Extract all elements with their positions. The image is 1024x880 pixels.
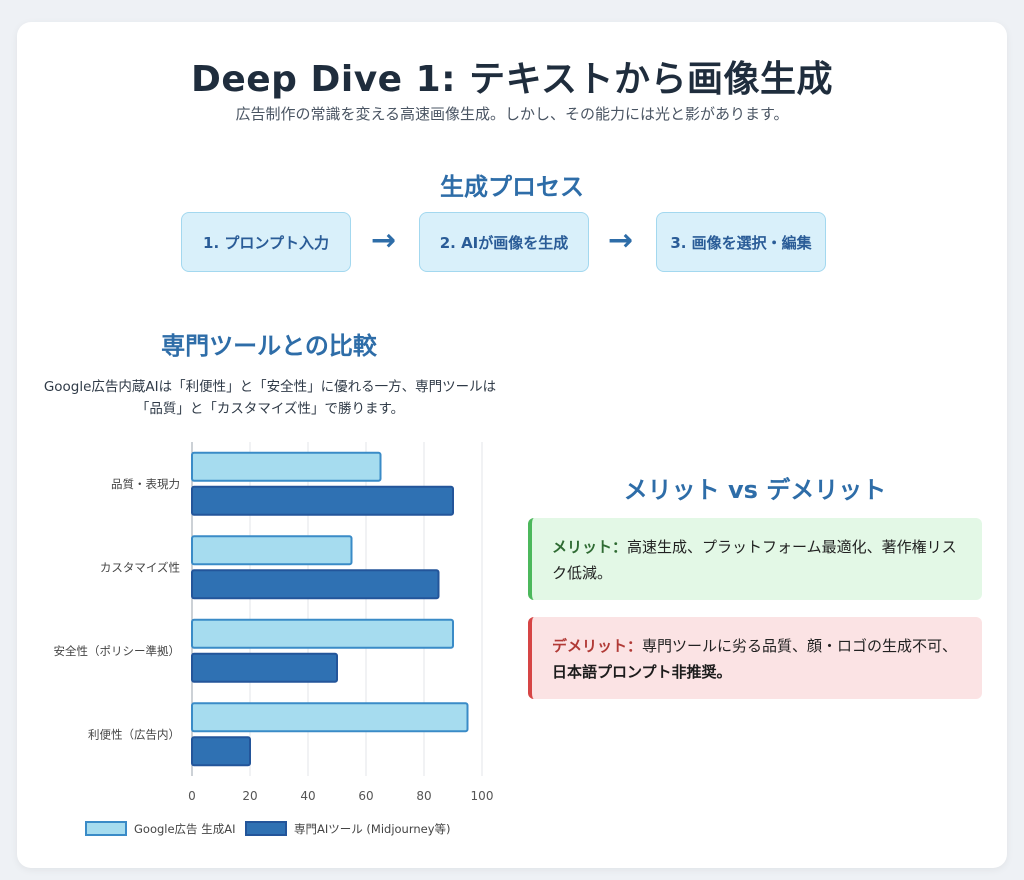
process-step-1: 1. プロンプト入力 xyxy=(181,212,351,272)
bar-specialist xyxy=(191,736,251,767)
demerit-bold-text: 日本語プロンプト非推奨。 xyxy=(552,663,732,681)
merits-title: メリット vs デメリット xyxy=(623,476,887,504)
x-tick-label: 100 xyxy=(471,789,494,803)
comparison-description: Google広告内蔵AIは「利便性」と「安全性」に優れる一方、専門ツールは「品質… xyxy=(43,379,497,417)
merit-label: メリット： xyxy=(552,538,628,556)
arrow-right-icon: → xyxy=(608,223,634,258)
y-category-label: 品質・表現力 xyxy=(111,477,180,491)
bar-google xyxy=(191,535,353,566)
process-step-3: 3. 画像を選択・編集 xyxy=(656,212,826,272)
bar-specialist xyxy=(191,652,338,683)
bar-specialist xyxy=(191,569,440,600)
legend-swatch xyxy=(245,821,287,836)
demerit-text: 専門ツールに劣る品質、顔・ロゴの生成不可、 xyxy=(642,637,958,655)
x-tick-label: 0 xyxy=(188,789,196,803)
y-category-label: カスタマイズ性 xyxy=(100,560,180,574)
y-category-label: 安全性（ポリシー準拠） xyxy=(54,644,181,658)
y-category-label: 利便性（広告内） xyxy=(88,727,180,741)
comparison-title: 専門ツールとの比較 xyxy=(161,332,377,360)
x-tick-label: 40 xyxy=(300,789,315,803)
bar-specialist xyxy=(191,485,454,516)
x-tick-label: 20 xyxy=(242,789,257,803)
page-title: Deep Dive 1: テキストから画像生成 xyxy=(190,59,834,100)
bar-google xyxy=(191,451,382,482)
legend-label: Google広告 生成AI xyxy=(134,822,235,836)
demerit-label: デメリット： xyxy=(552,637,643,655)
arrow-right-icon: → xyxy=(371,223,397,258)
x-tick-label: 80 xyxy=(416,789,431,803)
process-step-2: 2. AIが画像を生成 xyxy=(419,212,589,272)
bar-google xyxy=(191,702,469,733)
bar-google xyxy=(191,618,454,649)
content-card xyxy=(17,22,1007,868)
legend-label: 専門AIツール (Midjourney等) xyxy=(294,822,451,836)
merit-box: メリット：高速生成、プラットフォーム最適化、著作権リスク低減。 xyxy=(528,518,982,600)
demerit-box: デメリット：専門ツールに劣る品質、顔・ロゴの生成不可、日本語プロンプト非推奨。 xyxy=(528,617,982,699)
process-title: 生成プロセス xyxy=(440,173,584,201)
merit-text: 高速生成、プラットフォーム最適化、著作権リスク低減。 xyxy=(552,538,957,582)
x-tick-label: 60 xyxy=(358,789,373,803)
legend-swatch xyxy=(85,821,127,836)
page-subtitle: 広告制作の常識を変える高速画像生成。しかし、その能力には光と影があります。 xyxy=(235,105,789,123)
